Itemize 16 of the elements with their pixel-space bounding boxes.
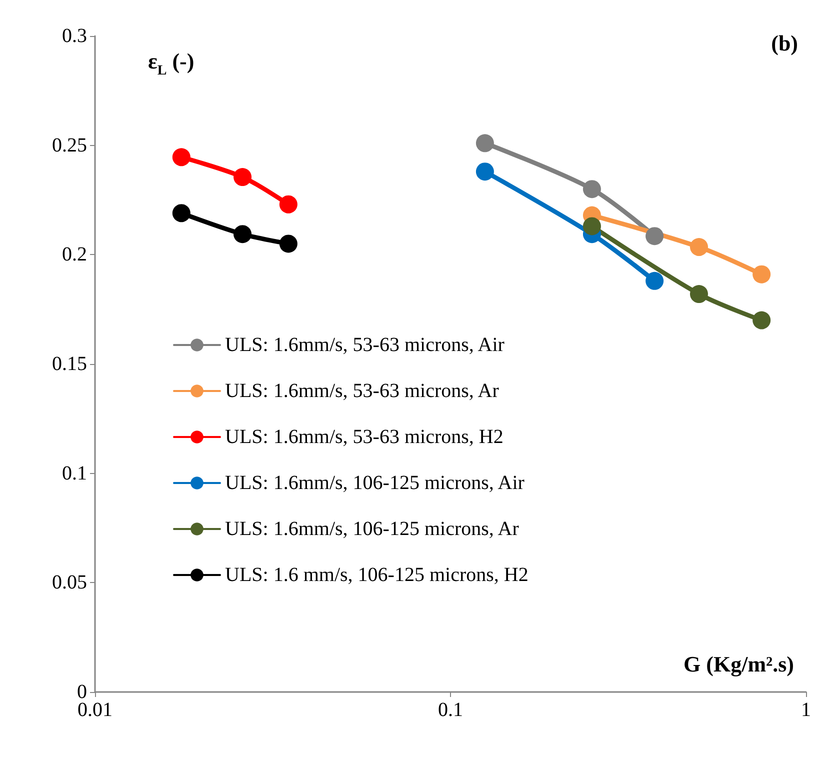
y-tick-label: 0.05	[52, 572, 87, 594]
legend-label: ULS: 1.6mm/s, 106-125 microns, Air	[225, 472, 525, 494]
y-tick-label: 0.1	[62, 462, 87, 484]
y-tick-label: 0.2	[62, 244, 87, 266]
legend-label: ULS: 1.6mm/s, 53-63 microns, Ar	[225, 380, 500, 402]
y-tick-label: 0.25	[52, 134, 87, 156]
legend-label: ULS: 1.6 mm/s, 106-125 microns, H2	[225, 564, 528, 586]
x-axis-title: G (Kg/m².s)	[684, 652, 794, 676]
x-tick-label: 0.1	[438, 699, 463, 721]
legend-label: ULS: 1.6mm/s, 53-63 microns, H2	[225, 426, 504, 448]
legend-label: ULS: 1.6mm/s, 106-125 microns, Ar	[225, 518, 520, 540]
y-tick-label: 0.15	[52, 353, 87, 375]
legend-label: ULS: 1.6mm/s, 53-63 microns, Air	[225, 334, 505, 356]
x-tick-label: 1	[801, 699, 811, 721]
y-tick-label: 0.3	[62, 25, 87, 47]
annotation: (b)	[771, 30, 798, 56]
